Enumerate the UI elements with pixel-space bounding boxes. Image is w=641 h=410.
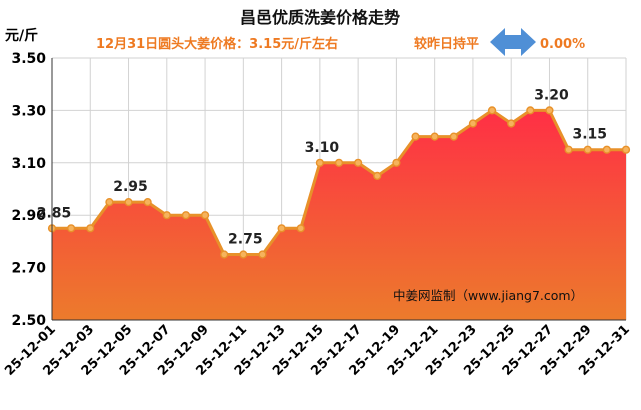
y-axis-label: 元/斤	[5, 27, 38, 44]
data-point	[487, 106, 497, 115]
data-point	[583, 145, 592, 154]
x-tick-labels: 25-12-0125-12-0325-12-0525-12-0725-12-09…	[2, 322, 633, 379]
data-point	[334, 158, 344, 167]
data-point	[545, 106, 554, 115]
data-point	[105, 198, 114, 207]
data-point	[86, 224, 95, 233]
data-point	[468, 119, 478, 128]
data-label: 3.20	[534, 87, 569, 103]
data-point	[315, 158, 324, 167]
data-point	[373, 171, 382, 181]
data-point	[67, 224, 76, 233]
data-point	[507, 119, 516, 128]
data-point	[526, 106, 535, 115]
y-tick-labels: 2.50 2.70 2.90 3.10 3.30 3.50	[11, 51, 46, 329]
data-point	[277, 224, 286, 233]
watermark: 中姜网监制（www.jiang7.com）	[393, 288, 583, 303]
data-label: 2.85	[37, 205, 72, 221]
data-point	[449, 132, 458, 141]
left-right-arrow-icon	[490, 28, 536, 56]
data-point	[258, 250, 267, 259]
y-tick-label: 3.50	[11, 51, 46, 67]
chart-title: 昌邑优质洗姜价格走势	[240, 8, 400, 27]
y-tick-label: 3.30	[11, 103, 46, 119]
price-area	[52, 110, 626, 321]
data-point	[220, 250, 229, 259]
data-point	[162, 211, 171, 220]
data-point	[239, 250, 248, 259]
y-tick-label: 3.10	[11, 156, 46, 172]
data-point	[296, 224, 305, 233]
data-labels: 2.85 2.95 2.75 3.10 3.20 3.15	[37, 87, 607, 247]
data-label: 3.15	[572, 127, 607, 143]
data-point	[124, 198, 133, 207]
data-point	[181, 211, 191, 220]
data-point	[200, 211, 210, 220]
y-tick-label: 2.90	[11, 208, 46, 224]
data-label: 2.75	[228, 232, 263, 248]
data-point	[430, 132, 439, 141]
data-point	[564, 145, 573, 154]
data-point	[602, 145, 611, 154]
data-label: 3.10	[305, 140, 340, 156]
change-value: 0.00%	[540, 37, 585, 52]
data-point	[143, 198, 152, 207]
compare-label: 较昨日持平	[414, 36, 479, 52]
data-point	[411, 132, 420, 141]
y-tick-label: 2.50	[11, 313, 46, 329]
axes	[51, 58, 626, 321]
data-point	[354, 158, 363, 167]
data-label: 2.95	[113, 179, 148, 195]
data-point	[621, 145, 631, 154]
price-subtitle: 12月31日圆头大姜价格：3.15元/斤左右	[96, 36, 338, 52]
data-point	[392, 158, 401, 167]
data-points	[47, 106, 631, 259]
y-tick-label: 2.70	[11, 261, 46, 277]
